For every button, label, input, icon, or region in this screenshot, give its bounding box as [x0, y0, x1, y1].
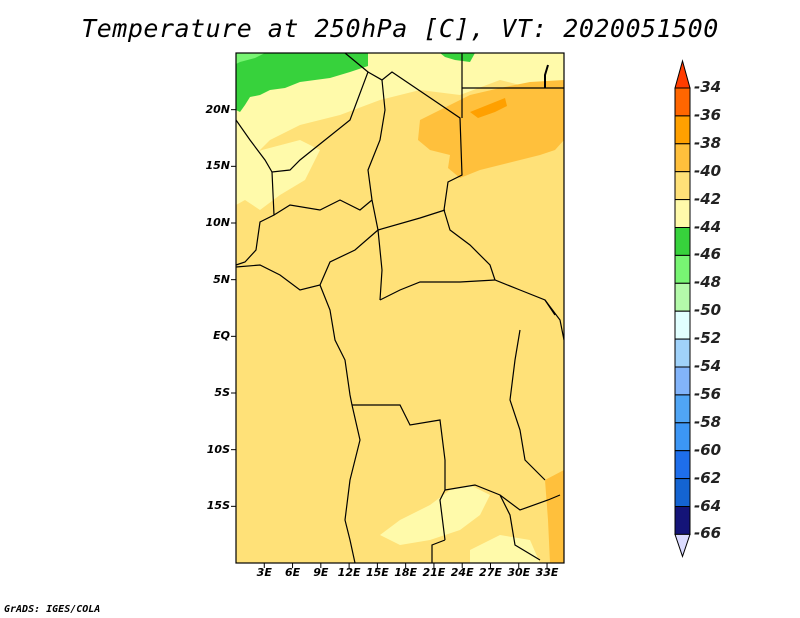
- colorbar-label: -48: [694, 273, 722, 292]
- lon-label: 27E: [479, 566, 502, 579]
- colorbar-label: -42: [694, 189, 722, 208]
- colorbar-box: [674, 254, 691, 284]
- lon-label: 24E: [450, 566, 474, 579]
- lat-label: EQ: [213, 329, 230, 343]
- lon-label: 3E: [256, 566, 272, 579]
- colorbar-box: [674, 506, 691, 535]
- lat-label: 10N: [205, 216, 230, 229]
- map-frame: [235, 52, 565, 564]
- dark-orange-streak: [470, 98, 507, 118]
- orange-northeast: [418, 80, 564, 178]
- country-borders: [235, 52, 565, 564]
- colorbar-bottom-arrow: [674, 533, 691, 558]
- colorbar-label: -58: [694, 412, 722, 431]
- colorbar-label: -44: [694, 217, 722, 236]
- colorbar-box: [674, 199, 691, 229]
- lat-label: 5N: [213, 272, 230, 286]
- colorbar-label: -34: [694, 78, 722, 96]
- colorbar-label: -40: [694, 161, 722, 180]
- lat-label: 20N: [205, 102, 230, 116]
- axis-ticks: [231, 109, 548, 568]
- colorbar-box: [674, 478, 691, 508]
- lon-label: 30E: [507, 566, 531, 579]
- colorbar-top-arrow: [674, 59, 691, 89]
- colorbar-label: -66: [694, 524, 722, 543]
- colorbar-label: -64: [694, 496, 722, 515]
- orange-southeast: [545, 470, 564, 563]
- grads-credit: GrADS: IGES/COLA: [4, 604, 101, 615]
- colorbar-label: -46: [694, 245, 722, 264]
- lon-label: 9E: [313, 566, 329, 579]
- colorbar-box: [674, 366, 691, 396]
- lon-label: 15E: [365, 566, 389, 579]
- colorbar-label: -62: [694, 468, 722, 487]
- temperature-field: [236, 53, 564, 563]
- colorbar-box: [674, 115, 691, 145]
- colorbar-label: -38: [694, 133, 722, 152]
- colorbar-label: -54: [694, 357, 722, 375]
- light-yellow-north: [236, 53, 564, 170]
- lat-label: 15S: [206, 499, 230, 513]
- colorbar-box: [674, 282, 691, 312]
- colorbar: [674, 59, 691, 558]
- lon-label: 18E: [394, 566, 418, 579]
- colorbar-label: -56: [694, 384, 722, 403]
- lon-label: 6E: [284, 566, 301, 579]
- lat-label: 15N: [205, 159, 230, 173]
- lat-label: 10S: [206, 442, 230, 456]
- colorbar-box: [674, 87, 691, 117]
- colorbar-label: -36: [694, 105, 722, 124]
- lon-label: 21E: [422, 566, 446, 579]
- colorbar-box: [674, 310, 691, 340]
- green-north-center: [440, 53, 475, 62]
- lon-label: 12E: [337, 566, 361, 579]
- colorbar-box: [674, 227, 691, 256]
- light-yellow-south: [380, 485, 490, 545]
- colorbar-box: [674, 171, 691, 201]
- colorbar-box: [674, 422, 691, 452]
- colorbar-box: [674, 338, 691, 368]
- colorbar-label: -52: [694, 329, 722, 348]
- colorbar-box: [674, 143, 691, 173]
- colorbar-label: -60: [694, 440, 722, 459]
- lon-label: 33E: [535, 566, 559, 579]
- colorbar-box: [674, 394, 691, 424]
- colorbar-label: -50: [694, 301, 722, 320]
- colorbar-box: [674, 450, 691, 480]
- light-yellow-west: [236, 140, 320, 210]
- green-light-edge: [236, 53, 265, 64]
- plot-title: Temperature at 250hPa [C], VT: 202005150…: [81, 14, 719, 43]
- lat-label: 5S: [214, 386, 230, 399]
- light-yellow-southeast: [470, 535, 540, 563]
- green-northwest: [236, 53, 368, 112]
